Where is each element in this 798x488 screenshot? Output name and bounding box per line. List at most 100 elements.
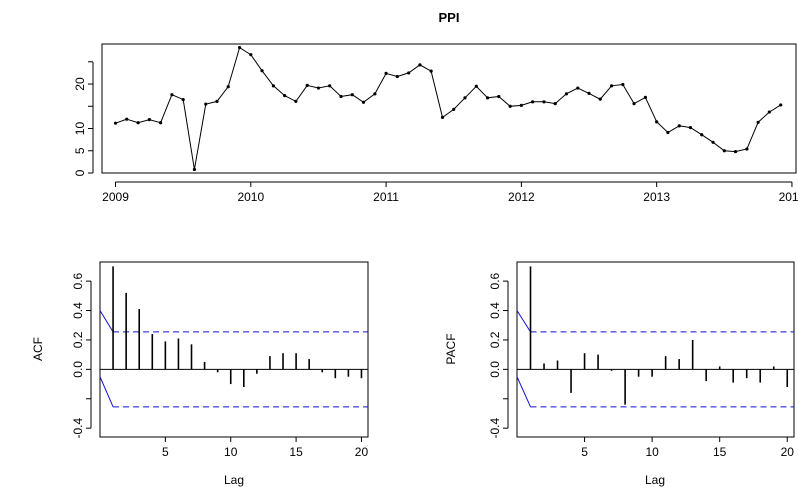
acf-x-tick-label: 5 (162, 445, 169, 459)
acf-x-tick-label: 15 (289, 445, 303, 459)
ppi-data-point (531, 100, 535, 104)
ppi-data-point (655, 120, 659, 124)
ppi-data-point (576, 86, 580, 90)
ppi-data-point (339, 94, 343, 99)
pacf-x-tick-label: 15 (713, 445, 727, 459)
pacf-x-tick-label: 5 (581, 445, 588, 459)
pacf-y-tick-label: -0.4 (488, 418, 502, 439)
pacf-plot-frame (516, 261, 795, 438)
acf-band-segment (99, 376, 114, 408)
ppi-data-point (316, 86, 321, 90)
ppi-data-point (440, 115, 445, 119)
ppi-data-point (722, 149, 726, 153)
pacf-confidence-band (516, 310, 794, 408)
pacf-y-axis-label: PACF (444, 333, 458, 364)
ppi-data-point (542, 100, 546, 104)
ppi-x-tick-label: 2013 (643, 190, 670, 204)
pacf-x-axis: 5 10 15 20 (581, 437, 794, 459)
ppi-data-point (125, 117, 129, 121)
ppi-y-tick-label: 20 (73, 77, 87, 91)
acf-x-axis-label: Lag (224, 473, 244, 487)
ppi-data-point (745, 147, 749, 151)
ppi-x-tick-label: 2014 (779, 190, 798, 204)
ppi-x-tick-label: 2012 (508, 190, 535, 204)
ppi-data-point (485, 96, 490, 100)
ppi-data-point (350, 93, 354, 97)
ppi-data-point (283, 94, 287, 98)
ppi-x-tick-label: 2011 (373, 190, 399, 204)
ppi-data-point (147, 118, 151, 122)
ppi-data-point (249, 53, 253, 57)
ppi-data-point (779, 103, 783, 107)
acf-y-tick-label: 0.2 (71, 331, 85, 348)
pacf-x-tick-label: 10 (645, 445, 659, 459)
ppi-data-point (553, 102, 557, 106)
ppi-data-point (508, 104, 512, 108)
ppi-data-point (361, 100, 366, 104)
ppi-data-point (733, 150, 738, 154)
ppi-data-point (407, 71, 411, 75)
ppi-data-point (260, 69, 264, 73)
acf-panel: ACF Lag -0.4 0.0 0.2 0.4 0.6 5 10 15 20 (31, 261, 369, 487)
ppi-data-point (204, 102, 208, 106)
ppi-data-point (711, 140, 715, 144)
acf-y-axis-label: ACF (31, 337, 45, 361)
ppi-data-point (587, 91, 591, 95)
pacf-y-tick-label: 0.0 (488, 361, 502, 378)
ppi-data-point (767, 110, 771, 114)
ppi-data-point (226, 85, 230, 89)
acf-y-tick-label: 0.0 (71, 361, 85, 378)
ppi-data-point (158, 121, 163, 125)
ppi-data-point (666, 130, 670, 135)
ppi-series-points (113, 45, 783, 172)
pacf-panel: PACF Lag -0.4 0.0 0.2 0.4 0.6 5 10 15 20 (444, 261, 795, 487)
ppi-data-point (192, 167, 196, 172)
pacf-band-segment (516, 376, 531, 408)
ppi-chart-title: PPI (439, 10, 460, 25)
acf-x-tick-label: 20 (355, 445, 369, 459)
acf-x-tick-label: 10 (224, 445, 238, 459)
ppi-data-point (497, 94, 501, 99)
ppi-data-point (181, 98, 185, 102)
ppi-x-axis: 2009 2010 2011 2012 2013 2014 (102, 181, 798, 204)
acf-confidence-band (99, 310, 368, 408)
ppi-data-point (452, 107, 456, 111)
ppi-data-point (395, 74, 399, 79)
ppi-data-point (429, 69, 433, 73)
ppi-data-point (237, 45, 242, 50)
acf-bars (112, 266, 363, 387)
acf-y-tick-label: -0.4 (71, 418, 85, 439)
ppi-data-point (215, 99, 219, 103)
ppi-data-point (305, 83, 309, 87)
ppi-data-point (328, 84, 332, 88)
ppi-x-tick-label: 2010 (237, 190, 264, 204)
ppi-data-point (474, 84, 478, 88)
ppi-data-point (294, 99, 298, 103)
ppi-data-point (610, 84, 614, 88)
ppi-data-point (373, 92, 377, 96)
ppi-data-point (463, 96, 467, 100)
pacf-x-axis-label: Lag (645, 473, 665, 487)
ppi-series-line (115, 46, 781, 170)
pacf-y-tick-label: 0.4 (488, 302, 502, 319)
ppi-data-point (271, 84, 276, 88)
ppi-data-point (677, 124, 681, 128)
ppi-x-tick-label: 2009 (102, 190, 129, 204)
pacf-x-tick-label: 20 (781, 445, 795, 459)
acf-x-axis: 5 10 15 20 (162, 437, 368, 459)
acf-y-tick-label: 0.4 (71, 302, 85, 319)
ppi-data-point (418, 63, 422, 67)
ppi-y-axis: 0 5 10 20 (73, 61, 94, 176)
ppi-data-point (384, 71, 388, 75)
ppi-data-point (700, 133, 704, 137)
ppi-y-tick-label: 0 (73, 169, 87, 176)
pacf-band-segment (516, 310, 531, 333)
acf-y-axis: -0.4 0.0 0.2 0.4 0.6 (71, 272, 92, 439)
ppi-data-point (113, 121, 118, 125)
ppi-data-point (688, 126, 693, 130)
ppi-data-point (632, 102, 636, 106)
ppi-data-point (598, 97, 602, 101)
pacf-y-axis: -0.4 0.0 0.2 0.4 0.6 (488, 272, 509, 439)
pacf-y-tick-label: 0.6 (488, 272, 502, 289)
acf-plot-frame (99, 261, 369, 438)
